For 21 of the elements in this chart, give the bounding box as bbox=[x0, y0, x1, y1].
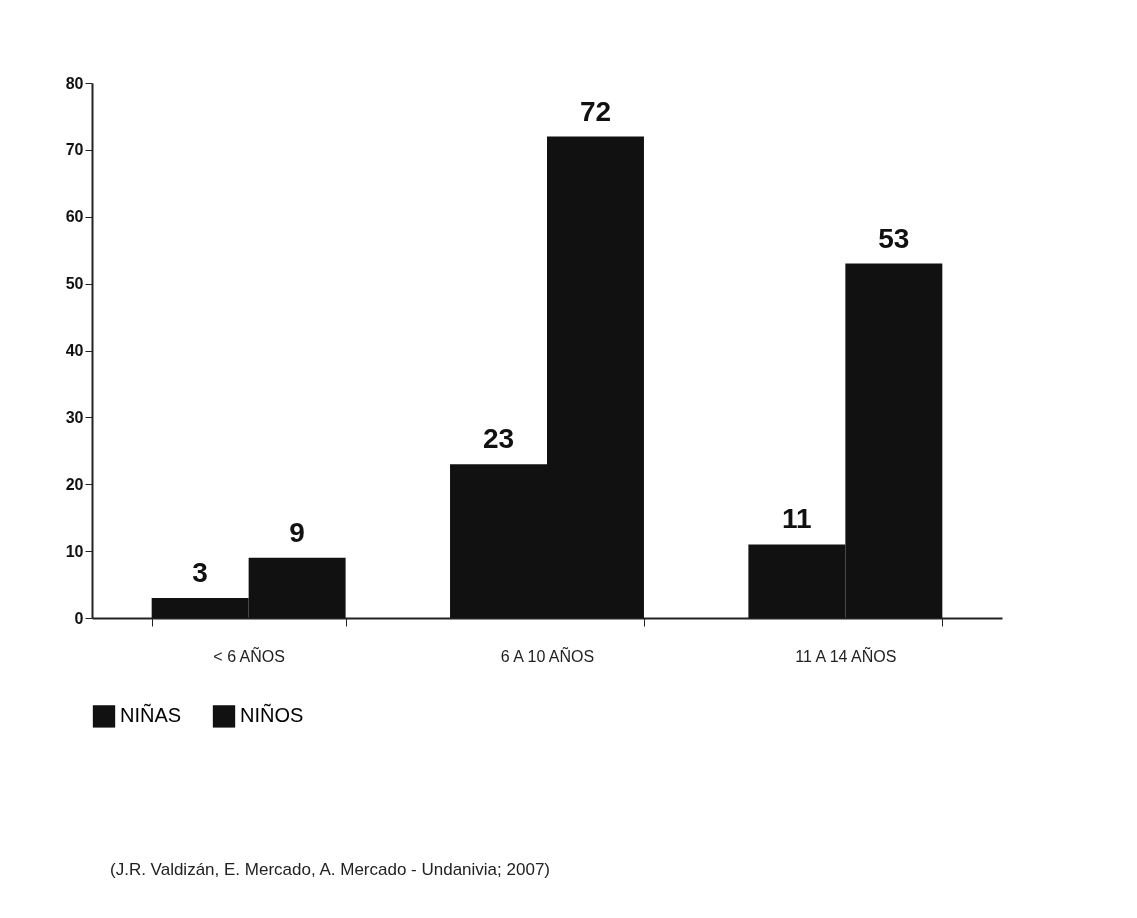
y-tick-label: 40 bbox=[65, 342, 84, 359]
data-label: 11 bbox=[782, 503, 812, 535]
y-tick-label: 30 bbox=[65, 408, 84, 426]
data-label: 9 bbox=[289, 516, 305, 548]
y-tick-label: 10 bbox=[65, 542, 84, 560]
y-tick-label: 80 bbox=[65, 74, 84, 92]
x-tick-label: 11 A 14 AÑOS bbox=[795, 645, 897, 665]
data-label: 72 bbox=[579, 95, 612, 127]
y-tick-label: 50 bbox=[65, 275, 84, 293]
data-label: 3 bbox=[192, 556, 208, 588]
text: (J.R. Valdizán, E. Mercado, A. Mercado - Undanivia; 2007) bbox=[110, 860, 550, 880]
y-tick-label: 0 bbox=[74, 609, 84, 627]
x-tick-label: 6 A 10 AÑOS bbox=[500, 645, 595, 665]
y-tick-label: 60 bbox=[65, 208, 84, 226]
legend-label: NIÑAS bbox=[120, 703, 182, 727]
data-label: 53 bbox=[878, 222, 910, 254]
y-tick-label: 70 bbox=[65, 141, 84, 159]
y-tick-label: 20 bbox=[65, 475, 84, 493]
data-label: 23 bbox=[482, 423, 515, 455]
x-tick-label: < 6 AÑOS bbox=[213, 645, 285, 665]
legend-label: NIÑOS bbox=[240, 703, 304, 727]
